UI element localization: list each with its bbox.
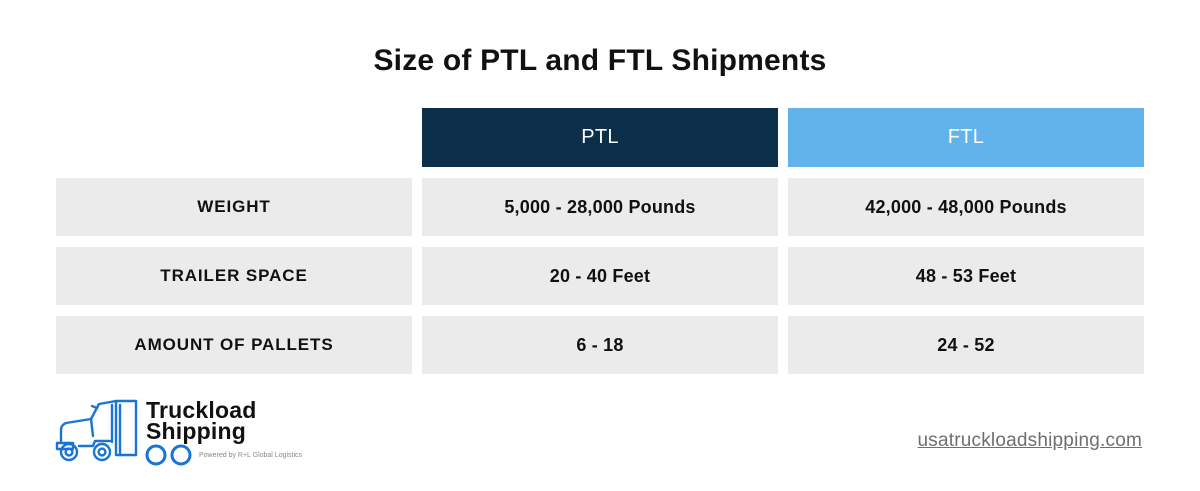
cell-weight-ftl: 42,000 - 48,000 Pounds — [788, 178, 1144, 236]
cell-weight-ptl: 5,000 - 28,000 Pounds — [422, 178, 778, 236]
truck-icon — [52, 394, 144, 466]
column-header-ftl: FTL — [788, 108, 1144, 167]
logo-text-block: Truckload Shipping Powered by R+L Global… — [145, 394, 303, 467]
row-label-trailer-space: TRAILER SPACE — [56, 247, 412, 305]
website-url-link[interactable]: usatruckloadshipping.com — [917, 430, 1142, 451]
trailer-wheels-icon — [145, 443, 195, 467]
column-header-ptl: PTL — [422, 108, 778, 167]
cell-trailer-space-ftl: 48 - 53 Feet — [788, 247, 1144, 305]
logo-tagline: Powered by R+L Global Logistics — [199, 451, 303, 459]
header-spacer — [56, 108, 412, 167]
row-label-amount-of-pallets: AMOUNT OF PALLETS — [56, 316, 412, 374]
cell-trailer-space-ptl: 20 - 40 Feet — [422, 247, 778, 305]
logo-name-line2: Shipping — [146, 418, 246, 444]
truckload-shipping-logo: Truckload Shipping Powered by R+L Global… — [52, 394, 302, 467]
page-title: Size of PTL and FTL Shipments — [373, 44, 827, 77]
comparison-table: PTL FTL WEIGHT 5,000 - 28,000 Pounds 42,… — [56, 108, 1144, 374]
cell-pallets-ptl: 6 - 18 — [422, 316, 778, 374]
cell-pallets-ftl: 24 - 52 — [788, 316, 1144, 374]
row-label-weight: WEIGHT — [56, 178, 412, 236]
logo-name-line1: Truckload — [146, 397, 257, 423]
